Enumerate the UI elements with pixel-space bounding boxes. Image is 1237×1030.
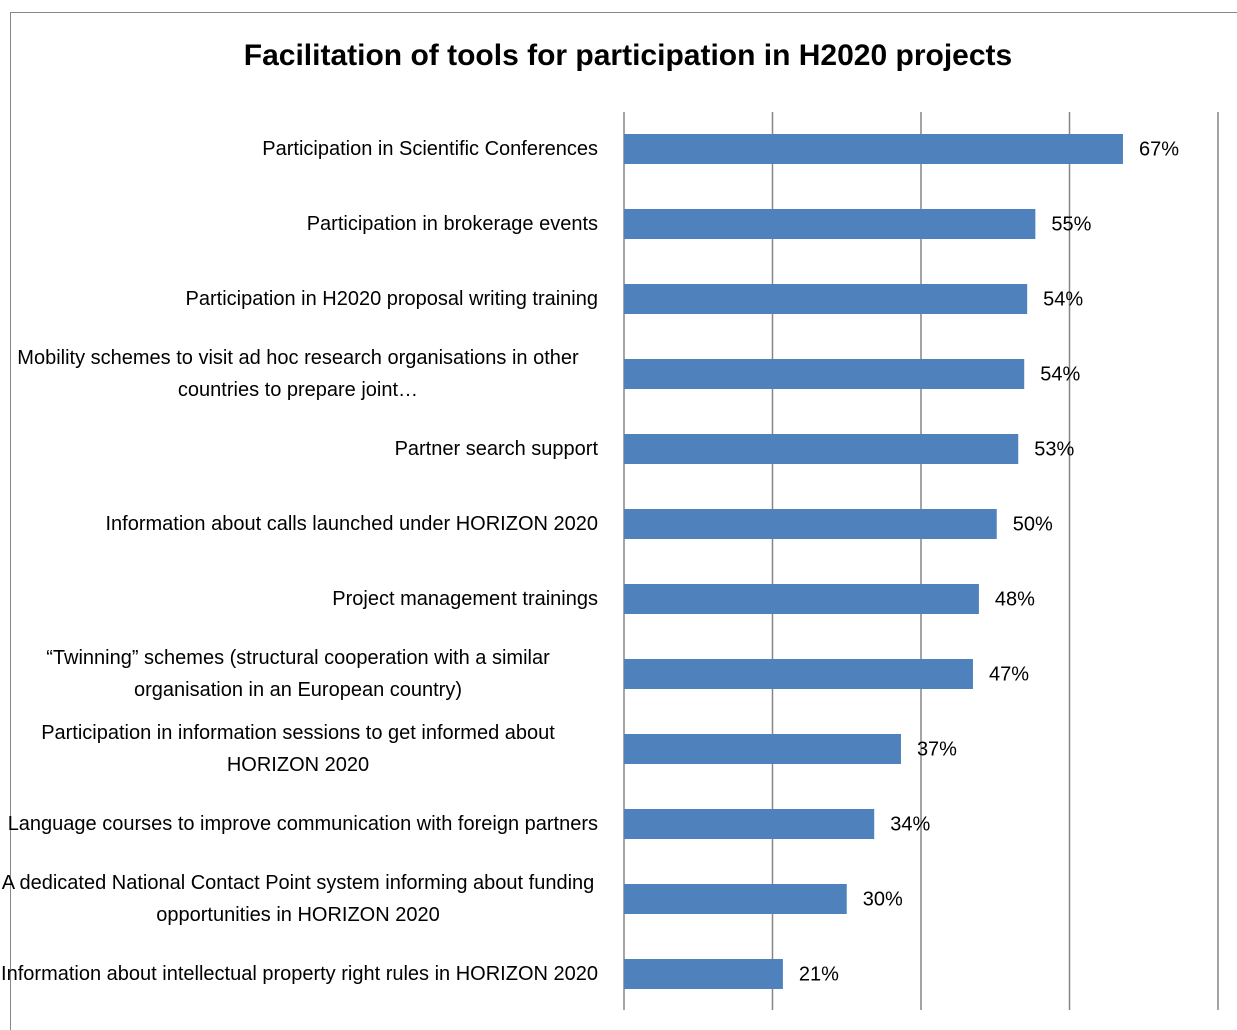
category-label-box: Information about intellectual property …: [0, 958, 598, 990]
category-label-box: A dedicated National Contact Point syste…: [0, 867, 598, 931]
category-label: A dedicated National Contact Point syste…: [1, 872, 595, 926]
data-label: 53%: [1034, 438, 1074, 460]
bar: [624, 509, 997, 539]
category-label: Participation in H2020 proposal writing …: [185, 288, 598, 310]
data-label: 55%: [1051, 213, 1091, 235]
bar: [624, 659, 973, 689]
bar: [624, 809, 875, 839]
category-label-box: Participation in brokerage events: [0, 208, 598, 240]
category-label: Partner search support: [394, 438, 598, 460]
bar: [624, 134, 1123, 164]
category-label: Mobility schemes to visit ad hoc researc…: [17, 347, 579, 401]
category-label-box: Information about calls launched under H…: [0, 508, 599, 540]
category-label-box: Participation in Scientific Conferences: [0, 133, 598, 165]
category-label-box: Participation in information sessions to…: [0, 717, 598, 781]
category-label: Information about intellectual property …: [1, 963, 598, 985]
category-label-box: Partner search support: [0, 433, 598, 465]
data-label: 48%: [995, 588, 1035, 610]
category-label-box: Project management trainings: [0, 583, 598, 615]
category-label: Information about calls launched under H…: [105, 513, 599, 535]
category-label-box: Participation in H2020 proposal writing …: [0, 283, 598, 315]
bar: [624, 734, 901, 764]
category-label: Project management trainings: [332, 588, 598, 610]
data-label: 47%: [989, 663, 1029, 685]
bar: [624, 359, 1025, 389]
data-label: 50%: [1013, 513, 1053, 535]
bar: [624, 284, 1028, 314]
data-label: 34%: [890, 813, 930, 835]
data-label: 67%: [1139, 138, 1179, 160]
data-label: 37%: [917, 738, 957, 760]
chart-title: Facilitation of tools for participation …: [244, 39, 1012, 72]
data-label: 54%: [1043, 288, 1083, 310]
category-label: Language courses to improve communicatio…: [7, 813, 598, 835]
data-label: 54%: [1040, 363, 1080, 385]
category-label: Participation in Scientific Conferences: [262, 138, 598, 160]
category-label: Participation in information sessions to…: [41, 722, 555, 776]
bar: [624, 959, 783, 989]
bar: [624, 884, 847, 914]
data-label: 30%: [863, 888, 903, 910]
category-label: “Twinning” schemes (structural cooperati…: [46, 647, 550, 701]
category-label-box: Mobility schemes to visit ad hoc researc…: [0, 342, 598, 406]
data-label: 21%: [799, 963, 839, 985]
chart-border: [10, 12, 1237, 1030]
category-label: Participation in brokerage events: [306, 213, 598, 235]
bar: [624, 209, 1036, 239]
bar: [624, 584, 979, 614]
category-label-box: Language courses to improve communicatio…: [0, 808, 598, 840]
bar: [624, 434, 1019, 464]
category-label-box: “Twinning” schemes (structural cooperati…: [0, 642, 598, 706]
